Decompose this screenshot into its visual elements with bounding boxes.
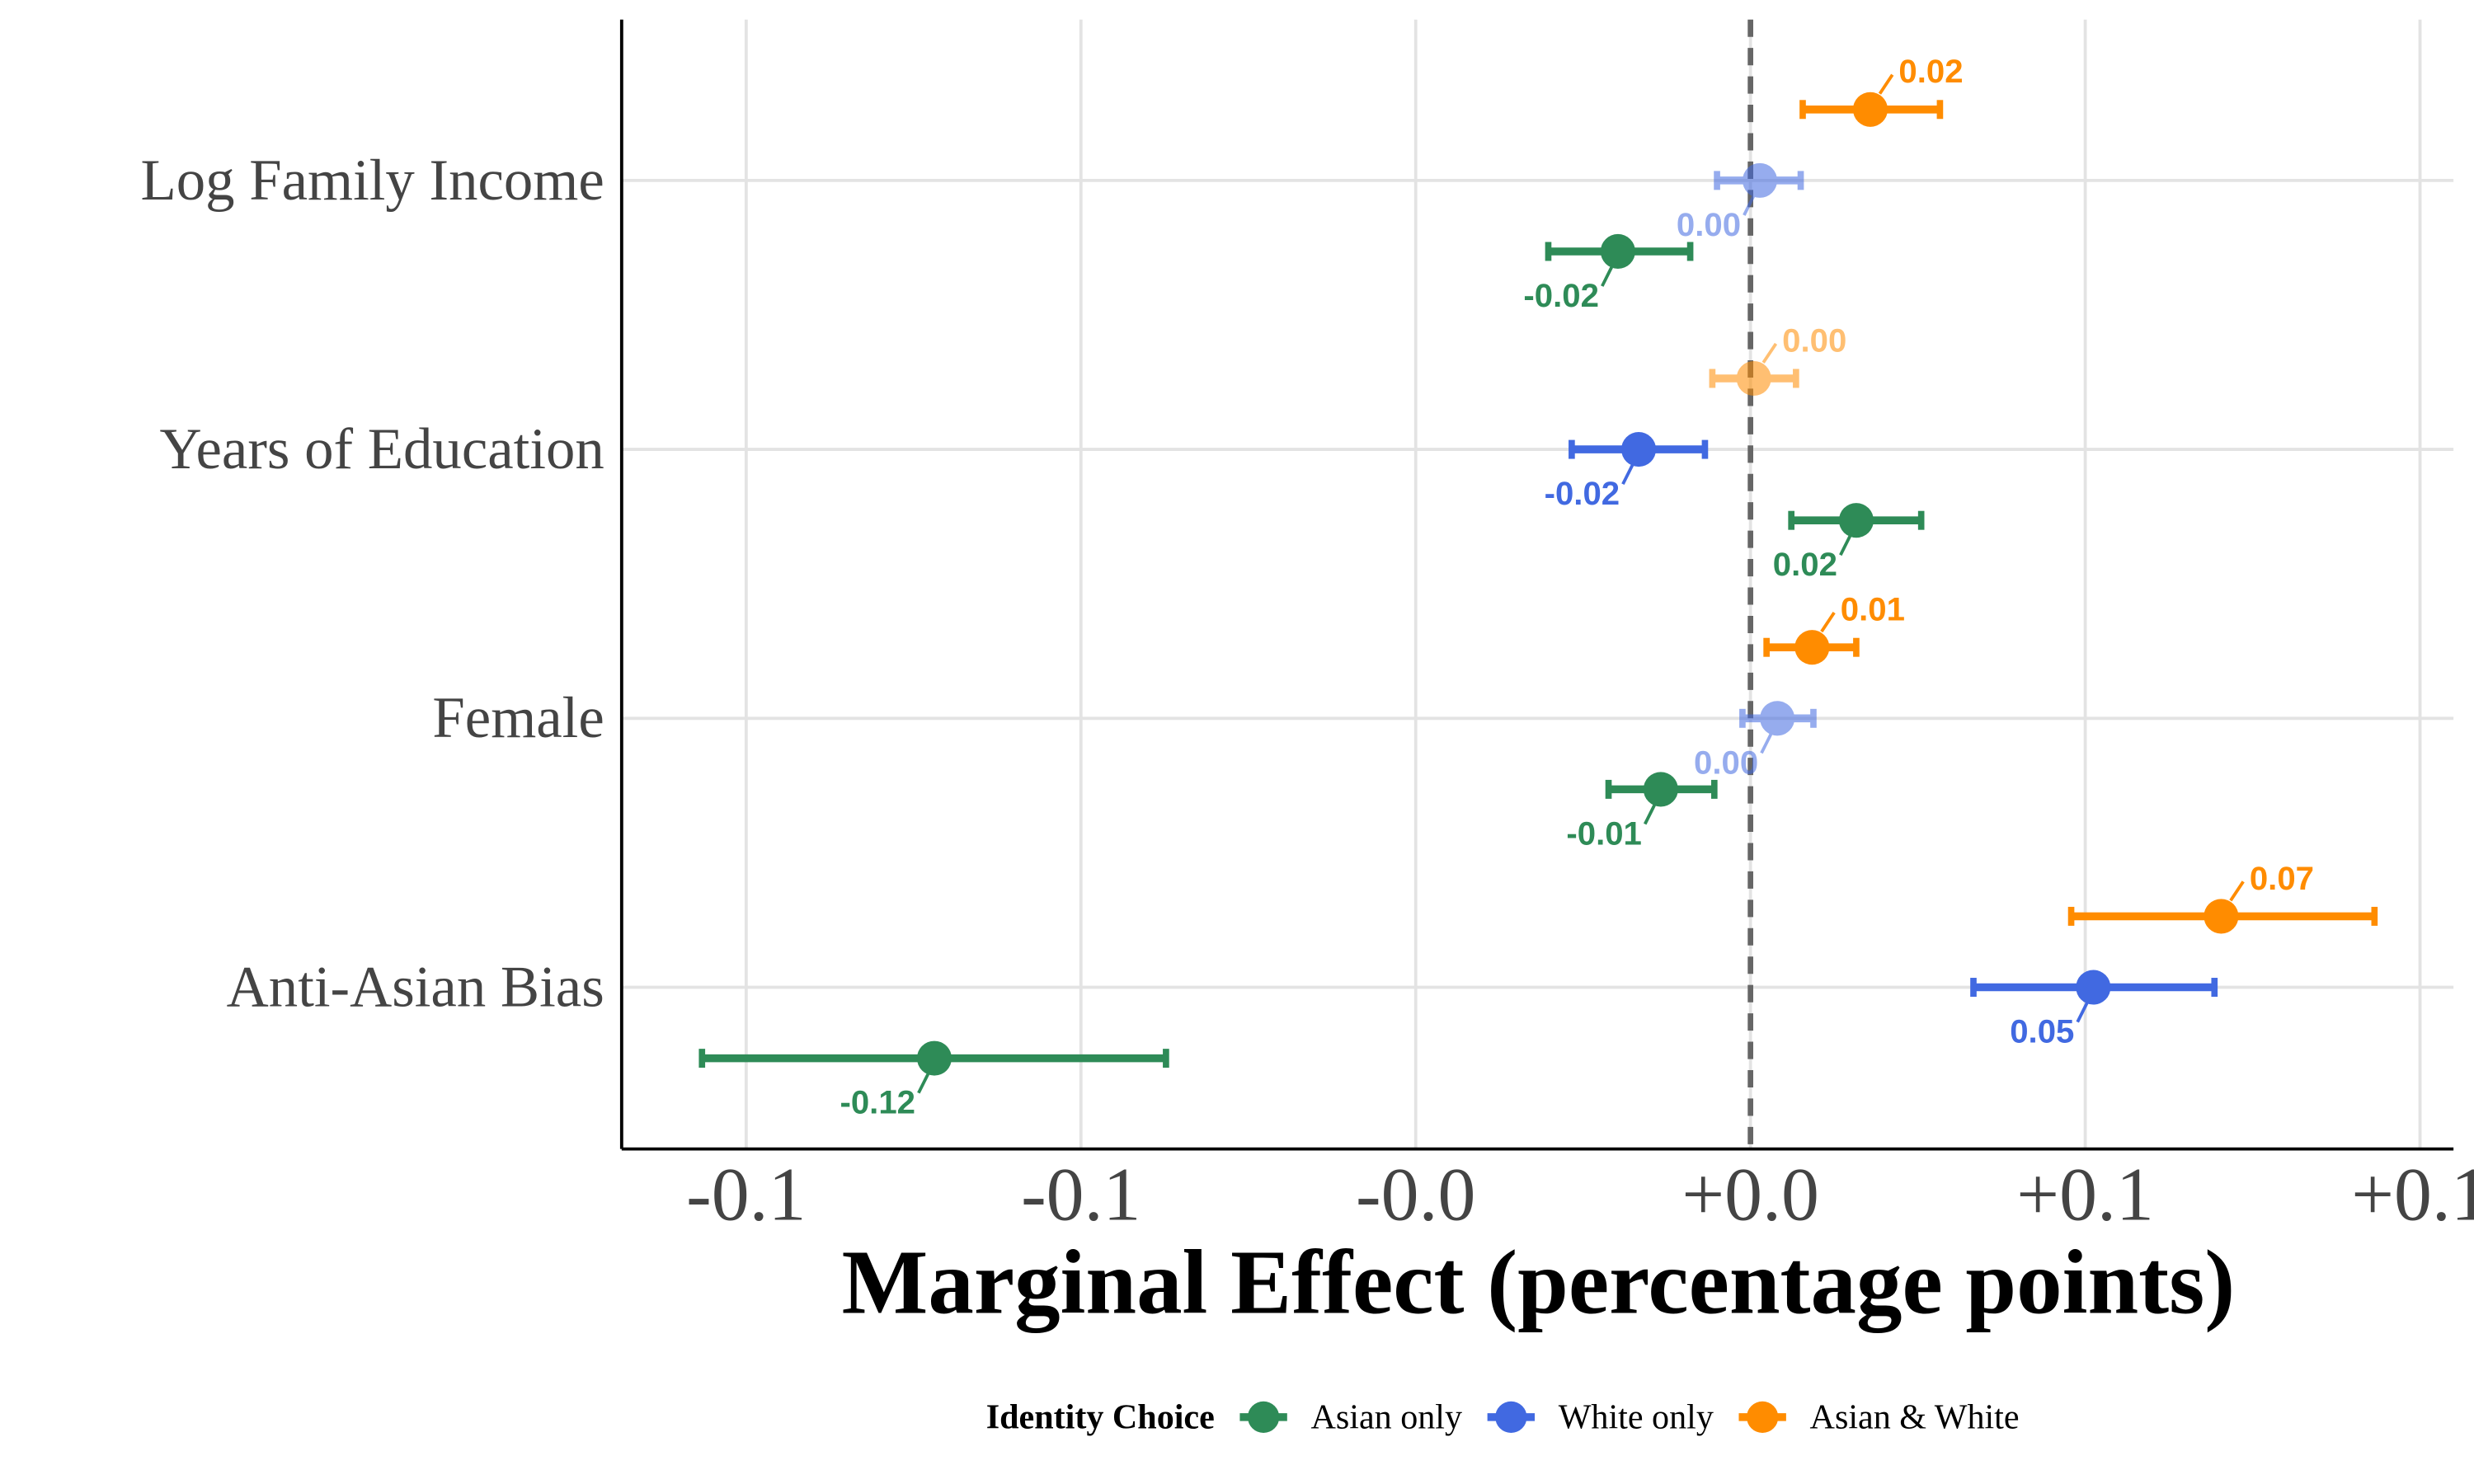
x-tick-label: +0.1 — [2351, 1153, 2474, 1237]
label-connector — [1878, 73, 1894, 95]
x-tick-label: -0.1 — [686, 1153, 806, 1237]
estimate: -0.01 — [1566, 772, 1718, 852]
point — [1838, 503, 1874, 538]
value-label: -0.01 — [1566, 815, 1642, 852]
estimate: 0.05 — [1970, 970, 2218, 1050]
label-connector — [1820, 612, 1836, 633]
value-label: 0.00 — [1677, 206, 1741, 243]
estimate: 0.00 — [1709, 322, 1846, 397]
value-label: 0.00 — [1782, 322, 1846, 359]
x-tick-label: -0.0 — [1356, 1153, 1475, 1237]
label-connector — [1760, 733, 1773, 754]
label-connector — [1601, 266, 1613, 287]
point — [1643, 772, 1678, 807]
label-connector — [1839, 535, 1851, 556]
estimate: 0.01 — [1763, 591, 1905, 665]
point — [916, 1040, 952, 1076]
estimate: -0.02 — [1545, 432, 1709, 512]
value-label: 0.02 — [1898, 53, 1963, 90]
y-tick-label: Female — [432, 686, 604, 750]
point — [1621, 432, 1657, 467]
point — [1600, 233, 1635, 270]
y-tick-label: Anti-Asian Bias — [227, 955, 604, 1019]
value-label: 0.05 — [2010, 1012, 2074, 1050]
point — [1852, 92, 1888, 127]
estimate: 0.07 — [2067, 860, 2378, 934]
label-connector — [1621, 464, 1634, 486]
legend-swatch — [1747, 1401, 1779, 1434]
value-label: 0.00 — [1694, 744, 1758, 781]
label-connector — [917, 1073, 930, 1094]
label-connector — [2229, 881, 2245, 902]
label-connector — [1644, 804, 1656, 825]
value-label: -0.02 — [1523, 277, 1599, 314]
value-label: 0.01 — [1841, 591, 1905, 628]
estimate: -0.02 — [1523, 233, 1694, 314]
y-tick-label: Years of Education — [159, 417, 604, 481]
legend-title: Identity Choice — [986, 1397, 1215, 1436]
point — [1736, 360, 1771, 397]
value-label: 0.07 — [2250, 860, 2314, 897]
x-tick-label: +0.0 — [1681, 1153, 1819, 1237]
estimate: 0.02 — [1773, 503, 1925, 583]
label-connector — [1743, 195, 1756, 216]
label-connector — [2076, 1002, 2089, 1023]
estimate: 0.02 — [1799, 53, 1964, 127]
x-tick-label: +0.1 — [2016, 1153, 2154, 1237]
y-tick-label: Log Family Income — [141, 148, 604, 213]
estimate: 0.00 — [1694, 701, 1817, 781]
legend-label: Asian & White — [1810, 1397, 2020, 1436]
point — [2076, 970, 2111, 1005]
legend-swatch — [1247, 1401, 1280, 1434]
x-axis-title: Marginal Effect (percentage points) — [842, 1233, 2236, 1334]
point — [1760, 701, 1795, 736]
point — [1794, 630, 1830, 665]
x-tick-label: -0.1 — [1021, 1153, 1141, 1237]
point — [1742, 162, 1778, 198]
legend-label: Asian only — [1311, 1397, 1462, 1436]
estimate: -0.12 — [698, 1040, 1169, 1121]
legend-swatch — [1495, 1401, 1527, 1434]
value-label: 0.02 — [1773, 546, 1837, 583]
estimate: 0.00 — [1677, 162, 1804, 243]
value-label: -0.12 — [840, 1084, 915, 1121]
label-connector — [1761, 342, 1778, 364]
point — [2204, 899, 2239, 934]
value-label: -0.02 — [1545, 475, 1620, 512]
legend-label: White only — [1559, 1397, 1714, 1436]
